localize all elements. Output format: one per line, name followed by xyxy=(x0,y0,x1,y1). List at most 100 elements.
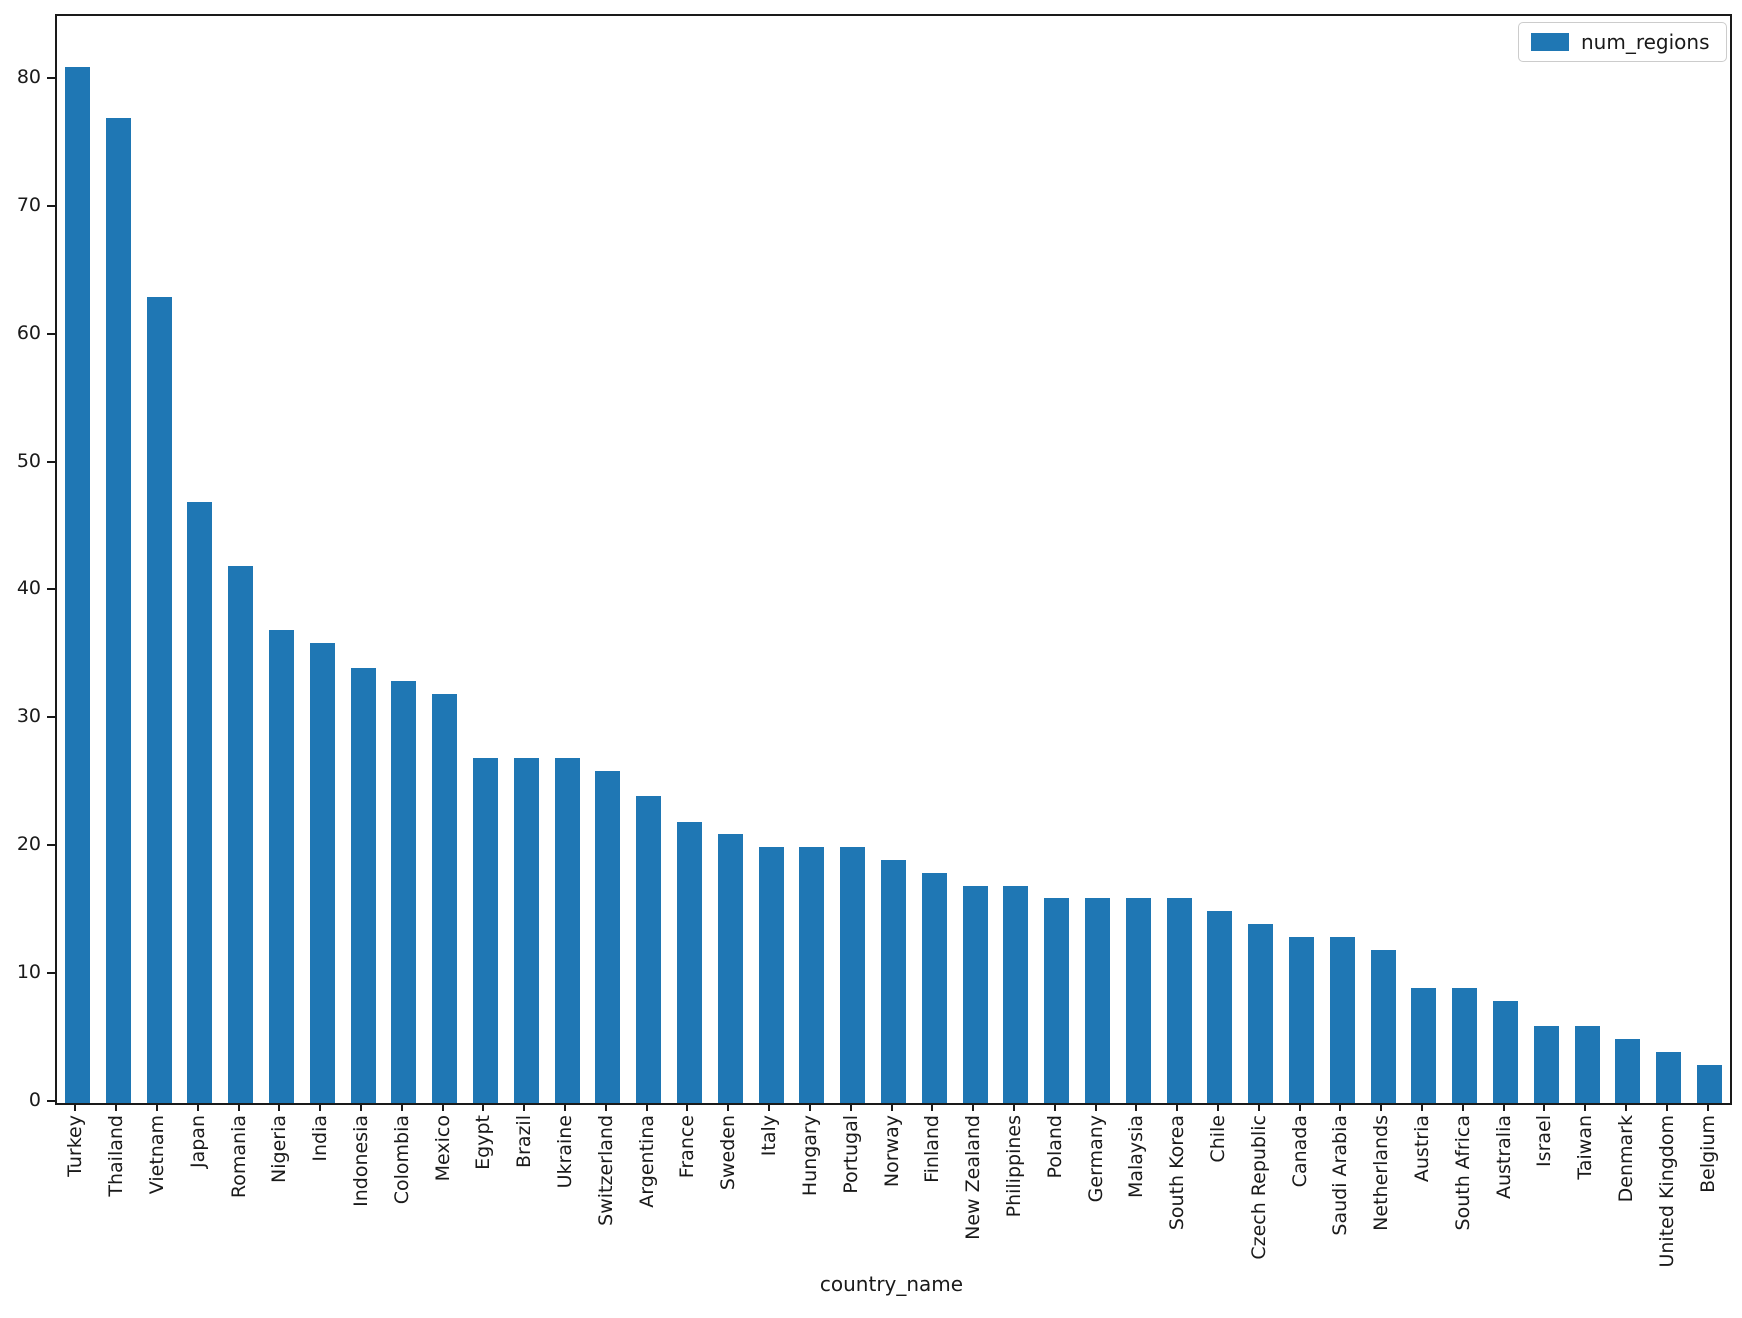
x-tick-label-australia: Australia xyxy=(1492,1115,1515,1200)
y-tick-label: 70 xyxy=(16,193,41,216)
bar-saudi-arabia xyxy=(1329,936,1355,1103)
x-tick-label-taiwan: Taiwan xyxy=(1574,1115,1597,1180)
bar-germany xyxy=(1085,898,1111,1103)
x-tick-label-chile: Chile xyxy=(1206,1115,1229,1163)
x-tick-label-austria: Austria xyxy=(1410,1115,1433,1183)
bar-netherlands xyxy=(1370,949,1396,1103)
bar-nigeria xyxy=(268,629,294,1103)
x-tick-label-hungary: Hungary xyxy=(798,1115,821,1197)
x-tick-label-sweden: Sweden xyxy=(717,1115,740,1191)
y-axis-tick xyxy=(47,844,55,847)
y-axis-tick xyxy=(47,76,55,79)
x-axis-tick xyxy=(1543,1103,1546,1111)
bar-poland xyxy=(1044,898,1070,1103)
x-tick-label-egypt: Egypt xyxy=(472,1115,495,1170)
bar-india xyxy=(309,642,335,1103)
x-tick-label-nigeria: Nigeria xyxy=(268,1115,291,1183)
y-axis-tick xyxy=(47,1100,55,1102)
x-axis-tick xyxy=(319,1103,322,1111)
x-axis-tick xyxy=(523,1103,526,1111)
bar-argentina xyxy=(636,796,662,1103)
x-tick-label-romania: Romania xyxy=(227,1115,250,1199)
x-tick-label-japan: Japan xyxy=(186,1115,209,1168)
x-tick-label-turkey: Turkey xyxy=(64,1115,87,1177)
bar-turkey xyxy=(64,67,90,1103)
x-axis-tick xyxy=(441,1103,444,1111)
x-axis-tick xyxy=(564,1103,567,1111)
y-tick-label: 80 xyxy=(16,65,41,88)
y-tick-label: 20 xyxy=(16,833,41,856)
x-tick-label-czech-republic: Czech Republic xyxy=(1247,1115,1270,1260)
y-tick-label: 60 xyxy=(16,321,41,344)
bar-malaysia xyxy=(1125,898,1151,1103)
bar-sweden xyxy=(717,834,743,1103)
x-tick-label-thailand: Thailand xyxy=(105,1115,128,1197)
bar-australia xyxy=(1493,1000,1519,1103)
x-axis-tick xyxy=(482,1103,485,1111)
x-axis-tick xyxy=(1298,1103,1301,1111)
x-tick-label-colombia: Colombia xyxy=(390,1115,413,1205)
y-tick-label: 10 xyxy=(16,961,41,984)
x-axis-tick xyxy=(278,1103,281,1111)
x-axis-tick xyxy=(74,1103,77,1111)
bar-italy xyxy=(758,847,784,1103)
y-tick-label: 30 xyxy=(16,705,41,728)
y-axis-tick xyxy=(47,460,55,463)
x-axis-title: country_name xyxy=(819,1272,964,1296)
x-tick-label-germany: Germany xyxy=(1084,1115,1107,1203)
x-tick-label-france: France xyxy=(676,1115,699,1179)
x-tick-label-netherlands: Netherlands xyxy=(1370,1115,1393,1231)
x-tick-label-norway: Norway xyxy=(880,1115,903,1188)
bar-taiwan xyxy=(1574,1026,1600,1103)
x-axis-tick xyxy=(1339,1103,1342,1111)
y-tick-label: 50 xyxy=(16,449,41,472)
x-axis-tick xyxy=(1584,1103,1587,1111)
x-axis-tick xyxy=(604,1103,607,1111)
x-axis-tick xyxy=(645,1103,648,1111)
x-tick-label-united-kingdom: United Kingdom xyxy=(1655,1115,1678,1268)
x-tick-label-switzerland: Switzerland xyxy=(594,1115,617,1226)
x-tick-label-south-korea: South Korea xyxy=(1166,1115,1189,1231)
bar-canada xyxy=(1289,936,1315,1103)
x-axis-tick xyxy=(727,1103,730,1111)
x-axis-tick xyxy=(156,1103,158,1111)
y-axis-tick xyxy=(47,332,55,335)
x-tick-label-indonesia: Indonesia xyxy=(350,1115,373,1207)
x-tick-label-saudi-arabia: Saudi Arabia xyxy=(1329,1115,1352,1236)
legend-swatch-icon xyxy=(1531,33,1569,51)
x-tick-label-belgium: Belgium xyxy=(1696,1115,1719,1193)
x-axis-tick xyxy=(686,1103,689,1111)
x-axis-tick xyxy=(1257,1103,1260,1111)
legend: num_regions xyxy=(1518,22,1727,62)
bar-ukraine xyxy=(554,757,580,1103)
x-tick-label-india: India xyxy=(309,1115,332,1162)
x-axis-tick xyxy=(1665,1103,1668,1111)
x-axis-tick xyxy=(1502,1103,1505,1111)
bar-philippines xyxy=(1003,885,1029,1103)
y-axis-tick xyxy=(47,972,55,975)
x-tick-label-finland: Finland xyxy=(921,1115,944,1183)
y-axis-tick xyxy=(47,716,55,719)
x-axis-tick xyxy=(1380,1103,1383,1111)
legend-label: num_regions xyxy=(1581,30,1710,54)
x-axis-tick xyxy=(972,1103,975,1111)
x-axis-tick xyxy=(849,1103,852,1111)
x-axis-tick xyxy=(890,1103,893,1111)
bar-hungary xyxy=(799,847,825,1103)
bar-indonesia xyxy=(350,668,376,1103)
bar-belgium xyxy=(1697,1064,1723,1103)
bar-egypt xyxy=(472,757,498,1103)
x-tick-label-poland: Poland xyxy=(1043,1115,1066,1179)
bar-mexico xyxy=(432,693,458,1103)
x-tick-label-vietnam: Vietnam xyxy=(146,1115,168,1195)
x-tick-label-israel: Israel xyxy=(1533,1115,1556,1167)
y-axis-tick xyxy=(47,588,55,591)
bar-switzerland xyxy=(595,770,621,1103)
x-tick-label-south-africa: South Africa xyxy=(1451,1115,1474,1231)
x-axis-tick xyxy=(400,1103,403,1111)
bar-brazil xyxy=(513,757,539,1103)
x-tick-label-italy: Italy xyxy=(758,1115,781,1157)
x-axis-tick xyxy=(237,1103,240,1111)
bar-united-kingdom xyxy=(1656,1051,1682,1103)
x-tick-label-mexico: Mexico xyxy=(431,1115,454,1182)
